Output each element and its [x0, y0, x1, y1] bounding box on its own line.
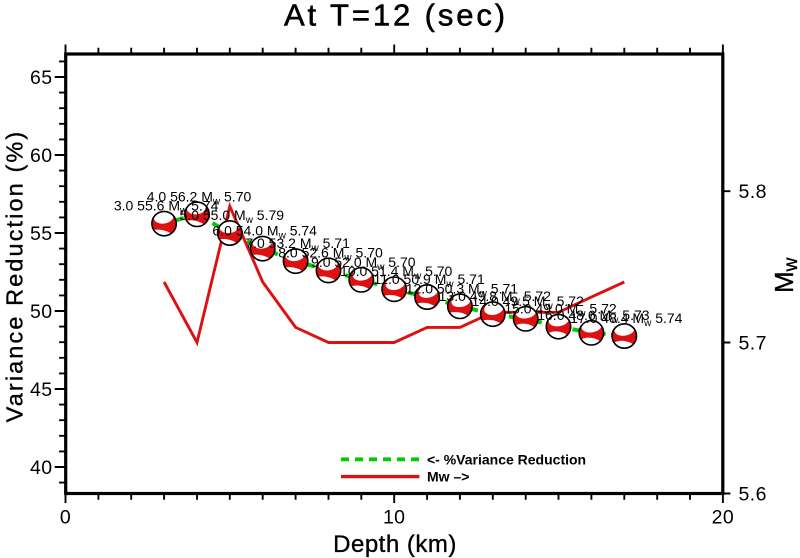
svg-text:10.0 51.4 Mw 5.70: 10.0 51.4 Mw 5.70: [340, 263, 453, 282]
svg-text:<- %Variance Reduction: <- %Variance Reduction: [427, 451, 586, 467]
svg-text:40: 40: [30, 457, 53, 479]
svg-text:10: 10: [383, 507, 406, 529]
svg-text:Mw –>: Mw –>: [427, 468, 469, 484]
svg-text:50: 50: [30, 301, 53, 323]
svg-text:55: 55: [30, 223, 53, 245]
svg-text:5.8: 5.8: [739, 181, 767, 203]
svg-text:At T=12 (sec): At T=12 (sec): [284, 0, 508, 33]
svg-text:5.7: 5.7: [739, 332, 767, 354]
svg-text:65: 65: [30, 67, 53, 89]
svg-text:6.0 54.0 Mw 5.74: 6.0 54.0 Mw 5.74: [212, 223, 317, 242]
svg-text:Mw: Mw: [769, 257, 800, 293]
svg-text:11.0 50.9 Mw 5.71: 11.0 50.9 Mw 5.71: [373, 271, 484, 290]
svg-text:0: 0: [60, 507, 71, 529]
svg-text:7.0 53.2 Mw 5.71: 7.0 53.2 Mw 5.71: [245, 235, 350, 254]
svg-text:Depth (km): Depth (km): [333, 531, 457, 558]
svg-text:13.0 49.8 Mw 5.72: 13.0 49.8 Mw 5.72: [439, 288, 552, 307]
svg-text:45: 45: [30, 379, 53, 401]
svg-text:12.0 50.3 Mw 5.71: 12.0 50.3 Mw 5.71: [406, 280, 519, 299]
svg-text:4.0 56.2 Mw 5.70: 4.0 56.2 Mw 5.70: [147, 188, 252, 207]
svg-text:60: 60: [30, 145, 53, 167]
svg-text:15.0 49.0 Mw 5.72: 15.0 49.0 Mw 5.72: [504, 301, 617, 320]
svg-text:5.0 55.0 Mw 5.79: 5.0 55.0 Mw 5.79: [180, 207, 285, 226]
svg-text:8.0 52.6 Mw 5.70: 8.0 52.6 Mw 5.70: [278, 244, 383, 263]
svg-text:Variance Reduction (%): Variance Reduction (%): [2, 130, 28, 423]
svg-text:17.0 48.4 Mw 5.74: 17.0 48.4 Mw 5.74: [570, 310, 683, 329]
svg-text:9.0 52.0 Mw 5.70: 9.0 52.0 Mw 5.70: [311, 254, 416, 273]
svg-text:3.0 55.6 Mw 5.74: 3.0 55.6 Mw 5.74: [114, 198, 219, 217]
svg-text:16.0 48.6 Mw 5.73: 16.0 48.6 Mw 5.73: [537, 307, 650, 326]
svg-text:14.0 49.5 Mw 5.72: 14.0 49.5 Mw 5.72: [472, 293, 585, 312]
svg-text:5.6: 5.6: [739, 483, 767, 505]
svg-text:20: 20: [712, 507, 735, 529]
